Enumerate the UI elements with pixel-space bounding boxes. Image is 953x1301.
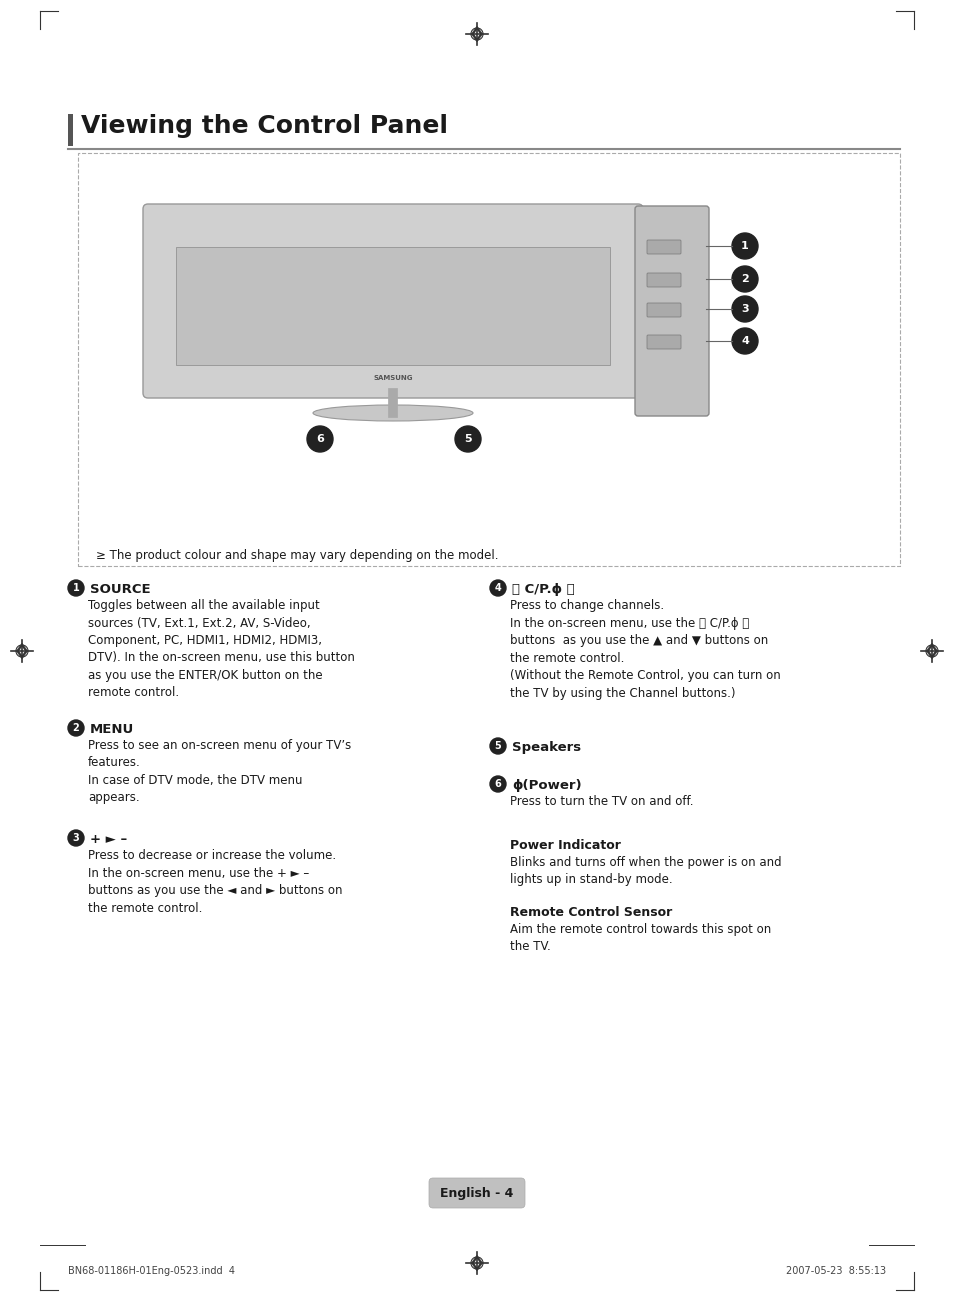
Circle shape	[731, 297, 758, 323]
Text: Remote Control Sensor: Remote Control Sensor	[510, 905, 672, 919]
Text: 5: 5	[464, 435, 472, 444]
Circle shape	[731, 328, 758, 354]
Text: + ► –: + ► –	[90, 833, 127, 846]
Text: 2: 2	[740, 275, 748, 284]
FancyBboxPatch shape	[68, 114, 73, 146]
Text: Press to change channels.
In the on-screen menu, use the 〈 C/P.ϕ 〉
buttons  as y: Press to change channels. In the on-scre…	[510, 598, 780, 700]
Polygon shape	[16, 643, 28, 658]
Text: SAMSUNG: SAMSUNG	[373, 375, 413, 381]
FancyBboxPatch shape	[78, 154, 899, 566]
Polygon shape	[928, 647, 934, 654]
Circle shape	[68, 830, 84, 846]
Text: Aim the remote control towards this spot on
the TV.: Aim the remote control towards this spot…	[510, 922, 770, 954]
Circle shape	[455, 425, 480, 451]
Text: MENU: MENU	[90, 723, 134, 736]
Text: 3: 3	[740, 304, 748, 314]
Text: Blinks and turns off when the power is on and
lights up in stand-by mode.: Blinks and turns off when the power is o…	[510, 856, 781, 886]
Text: 3: 3	[72, 833, 79, 843]
Text: Press to see an on-screen menu of your TV’s
features.
In case of DTV mode, the D: Press to see an on-screen menu of your T…	[88, 739, 351, 804]
Circle shape	[68, 580, 84, 596]
Text: Press to decrease or increase the volume.
In the on-screen menu, use the + ► –
b: Press to decrease or increase the volume…	[88, 850, 342, 915]
Text: 6: 6	[494, 779, 501, 788]
Text: Toggles between all the available input
sources (TV, Ext.1, Ext.2, AV, S-Video,
: Toggles between all the available input …	[88, 598, 355, 700]
FancyBboxPatch shape	[635, 206, 708, 416]
FancyBboxPatch shape	[646, 303, 680, 317]
Circle shape	[490, 738, 505, 755]
Text: 2: 2	[72, 723, 79, 732]
Text: Speakers: Speakers	[512, 742, 580, 755]
Text: English - 4: English - 4	[440, 1187, 513, 1200]
Polygon shape	[471, 1255, 482, 1271]
Text: Power Indicator: Power Indicator	[510, 839, 620, 852]
Text: Press to turn the TV on and off.: Press to turn the TV on and off.	[510, 795, 693, 808]
Ellipse shape	[313, 405, 473, 422]
Text: 5: 5	[494, 742, 501, 751]
Circle shape	[307, 425, 333, 451]
Polygon shape	[19, 647, 25, 654]
Polygon shape	[474, 30, 479, 38]
Polygon shape	[474, 1259, 479, 1267]
Circle shape	[490, 775, 505, 792]
Circle shape	[68, 719, 84, 736]
Text: 4: 4	[494, 583, 501, 593]
FancyBboxPatch shape	[429, 1177, 524, 1209]
Circle shape	[731, 233, 758, 259]
Polygon shape	[925, 643, 937, 658]
Circle shape	[731, 265, 758, 291]
Text: ≥ The product colour and shape may vary depending on the model.: ≥ The product colour and shape may vary …	[96, 549, 498, 562]
FancyBboxPatch shape	[175, 247, 609, 366]
Text: 4: 4	[740, 336, 748, 346]
Text: ϕ(Power): ϕ(Power)	[512, 779, 581, 792]
FancyBboxPatch shape	[646, 273, 680, 288]
Text: 1: 1	[740, 241, 748, 251]
Text: 2007-05-23  8:55:13: 2007-05-23 8:55:13	[785, 1266, 885, 1276]
FancyBboxPatch shape	[646, 239, 680, 254]
Text: BN68-01186H-01Eng-0523.indd  4: BN68-01186H-01Eng-0523.indd 4	[68, 1266, 234, 1276]
Polygon shape	[471, 26, 482, 42]
FancyBboxPatch shape	[646, 334, 680, 349]
Text: 〈 C/P.ϕ 〉: 〈 C/P.ϕ 〉	[512, 583, 574, 596]
FancyBboxPatch shape	[143, 204, 642, 398]
Text: 1: 1	[72, 583, 79, 593]
Text: Viewing the Control Panel: Viewing the Control Panel	[81, 114, 448, 138]
Text: 6: 6	[315, 435, 324, 444]
Circle shape	[490, 580, 505, 596]
Text: SOURCE: SOURCE	[90, 583, 151, 596]
